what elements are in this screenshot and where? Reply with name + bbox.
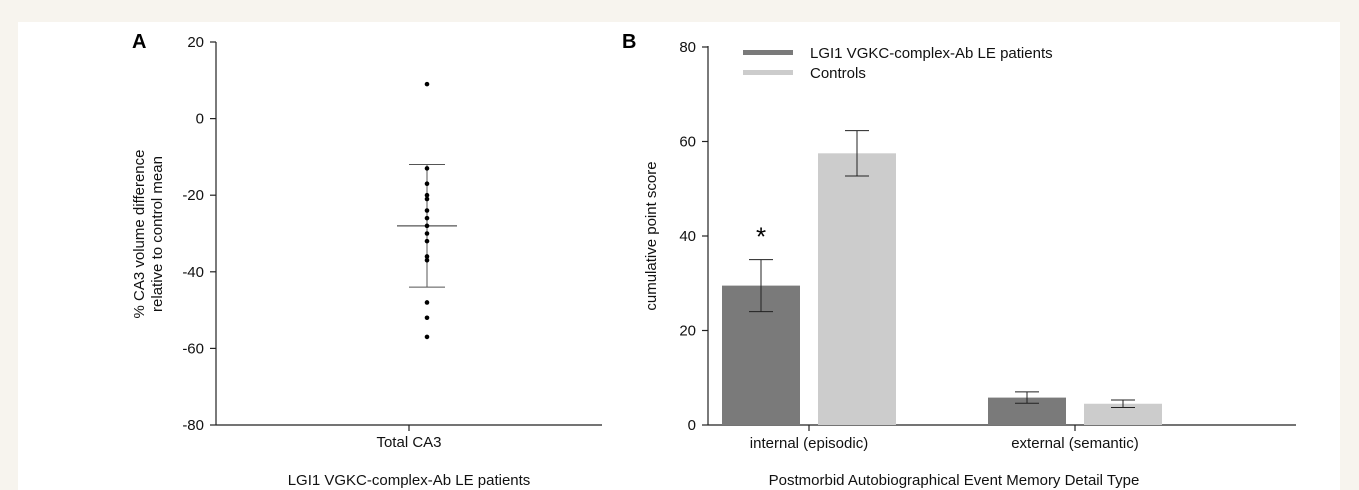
panel-a-data-point [424,81,430,87]
panel-a-data-point [424,215,430,221]
panel-b-category-label: internal (episodic) [750,435,868,452]
panel-a-data-point [424,334,430,340]
panel-a-y-tick-label: -20 [182,187,204,204]
panel-a-data-point [424,166,430,171]
panel-a: A Total CA3 LGI1 VGKC-complex-Ab LE pati… [131,31,602,489]
panel-a-y-tick-label: 20 [187,34,204,51]
panel-b-y-tick-label: 0 [688,417,696,434]
figure-svg: A Total CA3 LGI1 VGKC-complex-Ab LE pati… [131,31,1296,489]
panel-b-significance-star: * [756,222,766,252]
panel-a-data-point [424,254,430,259]
panel-a-data-point [424,208,430,213]
panel-a-data-point [424,238,430,244]
panel-a-letter: A [132,31,146,53]
panel-b-bar [1084,403,1162,425]
panel-a-data-point [424,223,430,229]
panel-a-data-point [424,315,430,321]
panel-a-data-point [424,231,430,236]
panel-a-y-tick-label: -80 [182,417,204,434]
panel-a-data-point [424,196,430,202]
panel-b: B cumulative point score Postmorbid Auto… [622,31,1296,489]
legend-swatch-controls [743,70,793,75]
panel-a-y-tick-label: 0 [196,111,204,128]
panel-b-y-axis-title: cumulative point score [643,161,660,310]
panel-a-y-axis-title-line1: % CA3 volume difference [131,150,148,319]
legend: LGI1 VGKC-complex-Ab LE patients Control… [743,45,1053,82]
panel-b-letter: B [622,31,636,53]
panel-a-category-label: Total CA3 [376,434,441,451]
panel-a-data-point [424,300,430,305]
panel-b-y-tick-label: 60 [679,134,696,151]
legend-label-controls: Controls [810,65,866,82]
panel-b-y-tick-label: 40 [679,228,696,245]
figure-panel: A Total CA3 LGI1 VGKC-complex-Ab LE pati… [18,22,1340,490]
panel-b-y-tick-label: 80 [679,39,696,56]
panel-a-data-point [424,258,430,263]
panel-b-bar [818,153,896,425]
panel-a-y-axis-title-line2: relative to control mean [149,156,166,312]
panel-a-y-tick-label: -60 [182,340,204,357]
legend-swatch-patients [743,50,793,55]
panel-a-x-axis-title: LGI1 VGKC-complex-Ab LE patients [288,472,531,489]
legend-label-patients: LGI1 VGKC-complex-Ab LE patients [810,45,1053,62]
panel-b-x-axis-title: Postmorbid Autobiographical Event Memory… [769,472,1140,489]
panel-b-y-tick-label: 20 [679,323,696,340]
panel-a-data-point [424,192,430,198]
panel-b-category-label: external (semantic) [1011,435,1139,452]
panel-a-data-point [424,181,430,187]
panel-a-y-tick-label: -40 [182,264,204,281]
